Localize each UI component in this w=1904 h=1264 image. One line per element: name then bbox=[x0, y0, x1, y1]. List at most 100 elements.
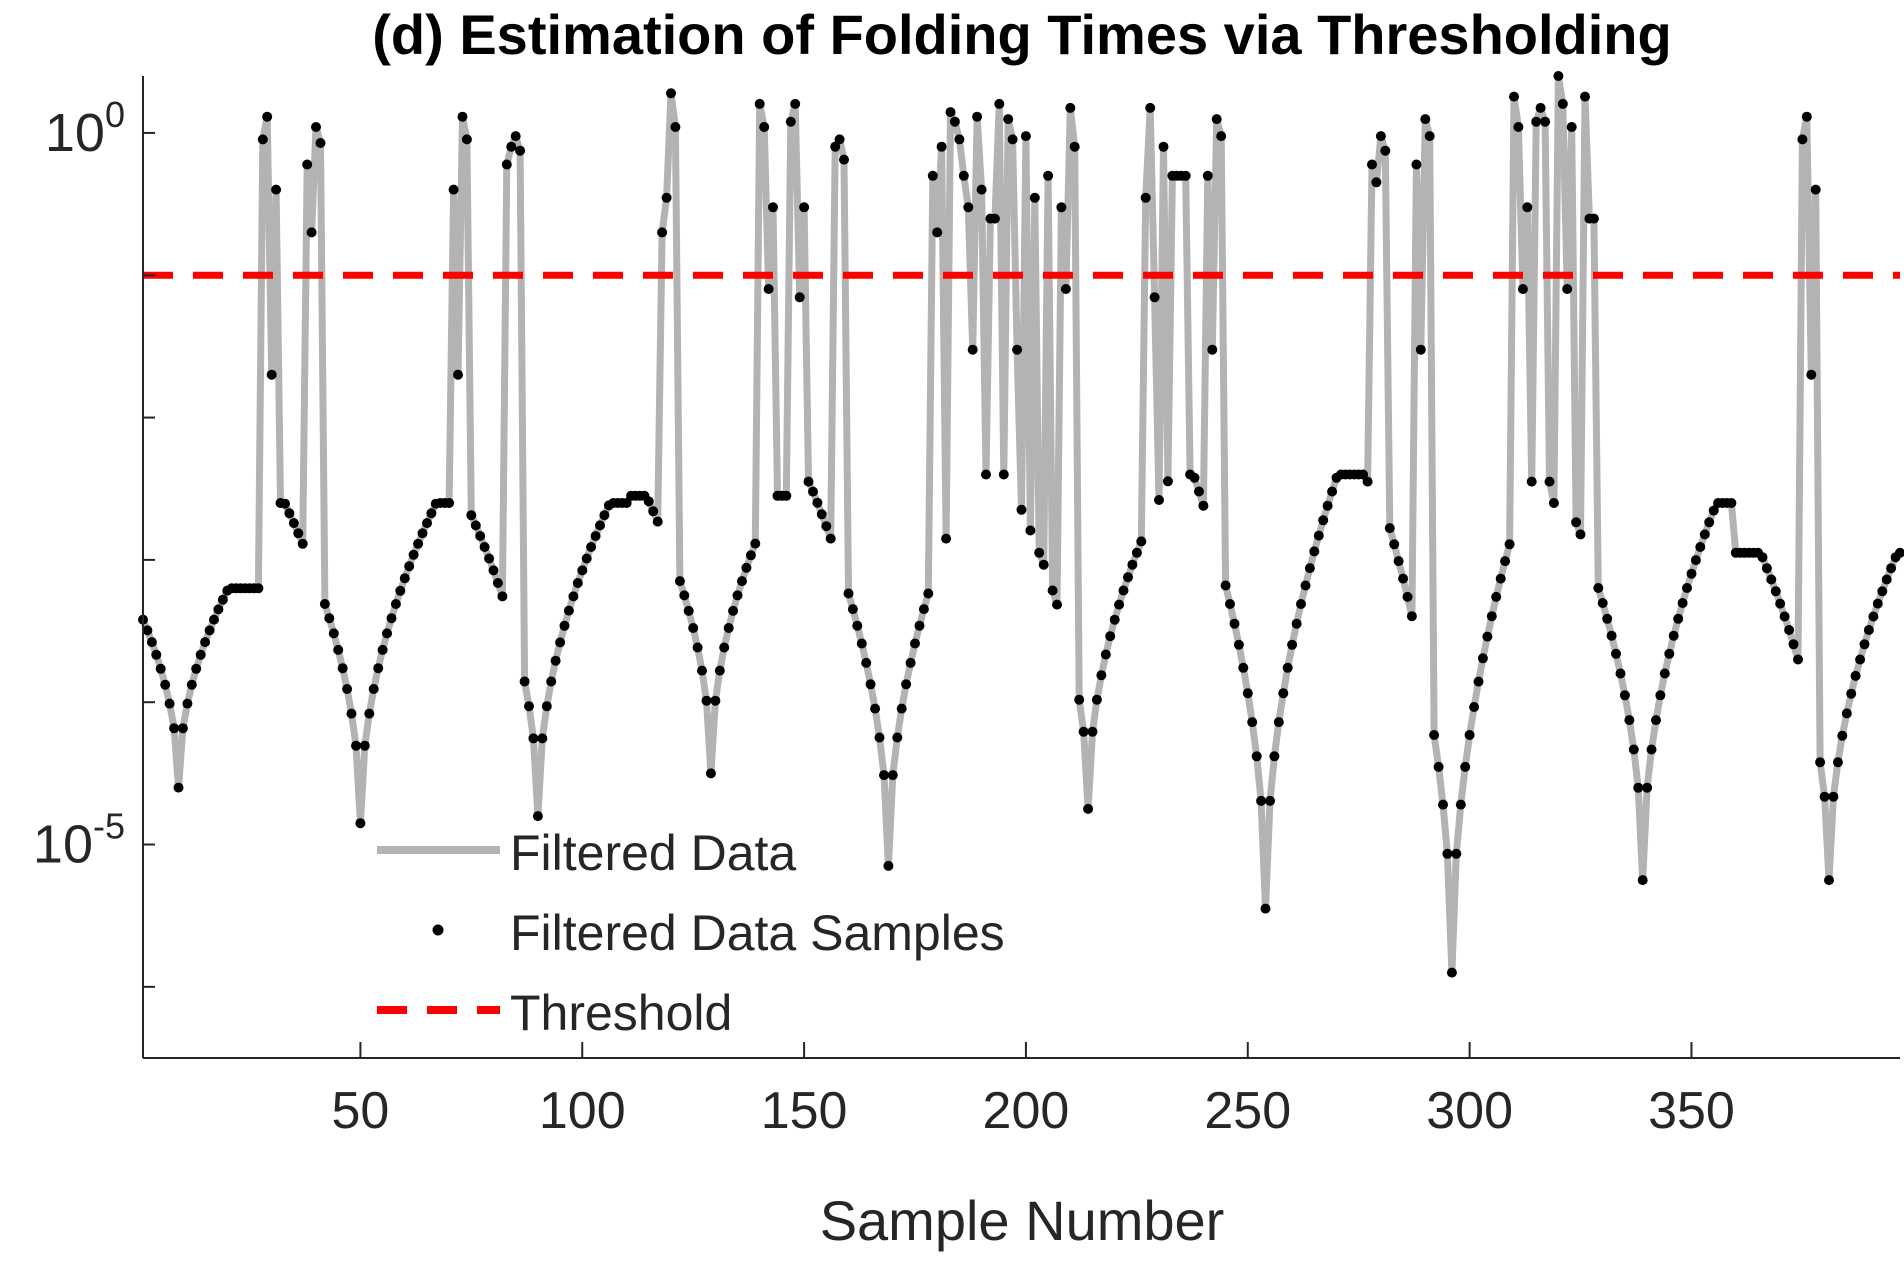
sample-point bbox=[728, 605, 739, 616]
sample-point bbox=[1438, 799, 1448, 810]
sample-point bbox=[595, 520, 605, 531]
sample-point bbox=[484, 553, 495, 564]
sample-point bbox=[1877, 586, 1888, 597]
sample-point bbox=[368, 684, 379, 694]
sample-point bbox=[280, 498, 290, 509]
sample-point bbox=[186, 679, 197, 690]
sample-point bbox=[1047, 585, 1058, 596]
sample-point bbox=[1012, 344, 1023, 355]
sample-point bbox=[1256, 795, 1267, 806]
sample-point bbox=[506, 141, 517, 152]
sample-point bbox=[1216, 131, 1227, 142]
sample-point bbox=[448, 184, 459, 195]
sample-point bbox=[852, 620, 863, 631]
sample-point bbox=[1677, 598, 1688, 608]
sample-point bbox=[972, 111, 983, 122]
sample-point bbox=[1686, 568, 1697, 579]
sample-point bbox=[346, 708, 357, 719]
sample-point bbox=[253, 583, 264, 594]
sample-point bbox=[1060, 284, 1071, 294]
sample-point bbox=[1868, 611, 1879, 622]
sample-point bbox=[989, 213, 1000, 224]
sample-point bbox=[697, 665, 707, 676]
sample-point bbox=[1548, 498, 1559, 508]
sample-point bbox=[954, 134, 965, 145]
sample-point bbox=[1043, 170, 1054, 181]
sample-point bbox=[537, 733, 548, 744]
sample-point bbox=[1646, 744, 1657, 755]
sample-point bbox=[1824, 875, 1834, 886]
sample-point bbox=[413, 538, 424, 549]
sample-point bbox=[1642, 782, 1653, 793]
sample-point bbox=[918, 604, 929, 615]
sample-point bbox=[395, 585, 406, 596]
sample-point bbox=[324, 613, 335, 624]
chart-title: (d) Estimation of Folding Times via Thre… bbox=[372, 3, 1671, 66]
sample-point bbox=[1411, 159, 1422, 170]
sample-point bbox=[1207, 344, 1218, 355]
sample-point bbox=[688, 623, 699, 633]
sample-point bbox=[501, 159, 512, 170]
sample-point bbox=[1886, 563, 1897, 574]
sample-point bbox=[737, 576, 747, 587]
sample-point bbox=[1087, 726, 1098, 737]
sample-point bbox=[1451, 848, 1462, 859]
sample-point bbox=[164, 698, 175, 709]
legend-label-threshold: Threshold bbox=[510, 985, 732, 1041]
sample-point bbox=[1597, 598, 1608, 608]
sample-point bbox=[311, 122, 321, 132]
sample-point bbox=[1575, 529, 1586, 540]
sample-point bbox=[679, 590, 690, 601]
sample-point bbox=[373, 663, 384, 674]
sample-point bbox=[1704, 517, 1715, 528]
sample-point bbox=[910, 638, 920, 649]
sample-point bbox=[1841, 708, 1852, 719]
sample-point bbox=[262, 111, 273, 122]
sample-point bbox=[870, 703, 881, 714]
sample-point bbox=[1296, 599, 1306, 609]
sample-point bbox=[284, 508, 295, 519]
sample-point bbox=[945, 107, 956, 118]
sample-point bbox=[1056, 202, 1067, 213]
sample-point bbox=[1846, 688, 1857, 699]
sample-point bbox=[768, 202, 778, 213]
sample-point bbox=[1269, 751, 1280, 762]
sample-point bbox=[1522, 202, 1533, 213]
sample-point bbox=[1695, 542, 1706, 552]
sample-point bbox=[1282, 662, 1293, 673]
sample-point bbox=[1872, 598, 1883, 609]
sample-point bbox=[839, 154, 849, 165]
sample-point bbox=[151, 649, 162, 660]
sample-point bbox=[1127, 559, 1138, 570]
sample-point bbox=[1140, 192, 1151, 203]
sample-point bbox=[1260, 903, 1271, 914]
sample-point bbox=[590, 531, 601, 541]
sample-point bbox=[1114, 599, 1125, 610]
sample-point bbox=[914, 620, 925, 631]
sample-point bbox=[1593, 583, 1604, 593]
sample-point bbox=[1233, 639, 1244, 650]
sample-point bbox=[568, 591, 579, 602]
sample-point bbox=[572, 578, 583, 588]
sample-point bbox=[1797, 134, 1808, 145]
sample-point bbox=[1557, 98, 1568, 109]
sample-point bbox=[1371, 177, 1382, 188]
sample-point bbox=[1784, 625, 1795, 635]
sample-point bbox=[177, 723, 188, 734]
sample-point bbox=[1611, 648, 1621, 659]
sample-point bbox=[1651, 715, 1661, 726]
sample-point bbox=[834, 134, 845, 145]
sample-point bbox=[1633, 782, 1644, 793]
legend-marker-swatch bbox=[432, 924, 444, 936]
x-axis-label: Sample Number bbox=[820, 1189, 1225, 1252]
sample-point bbox=[492, 578, 503, 588]
sample-point bbox=[1020, 131, 1031, 142]
sample-point bbox=[399, 573, 410, 584]
sample-point bbox=[1615, 668, 1626, 679]
sample-point bbox=[847, 604, 858, 615]
sample-point bbox=[328, 628, 339, 639]
sample-point bbox=[1788, 639, 1799, 650]
sample-point bbox=[1096, 670, 1107, 681]
sample-point bbox=[160, 679, 171, 690]
